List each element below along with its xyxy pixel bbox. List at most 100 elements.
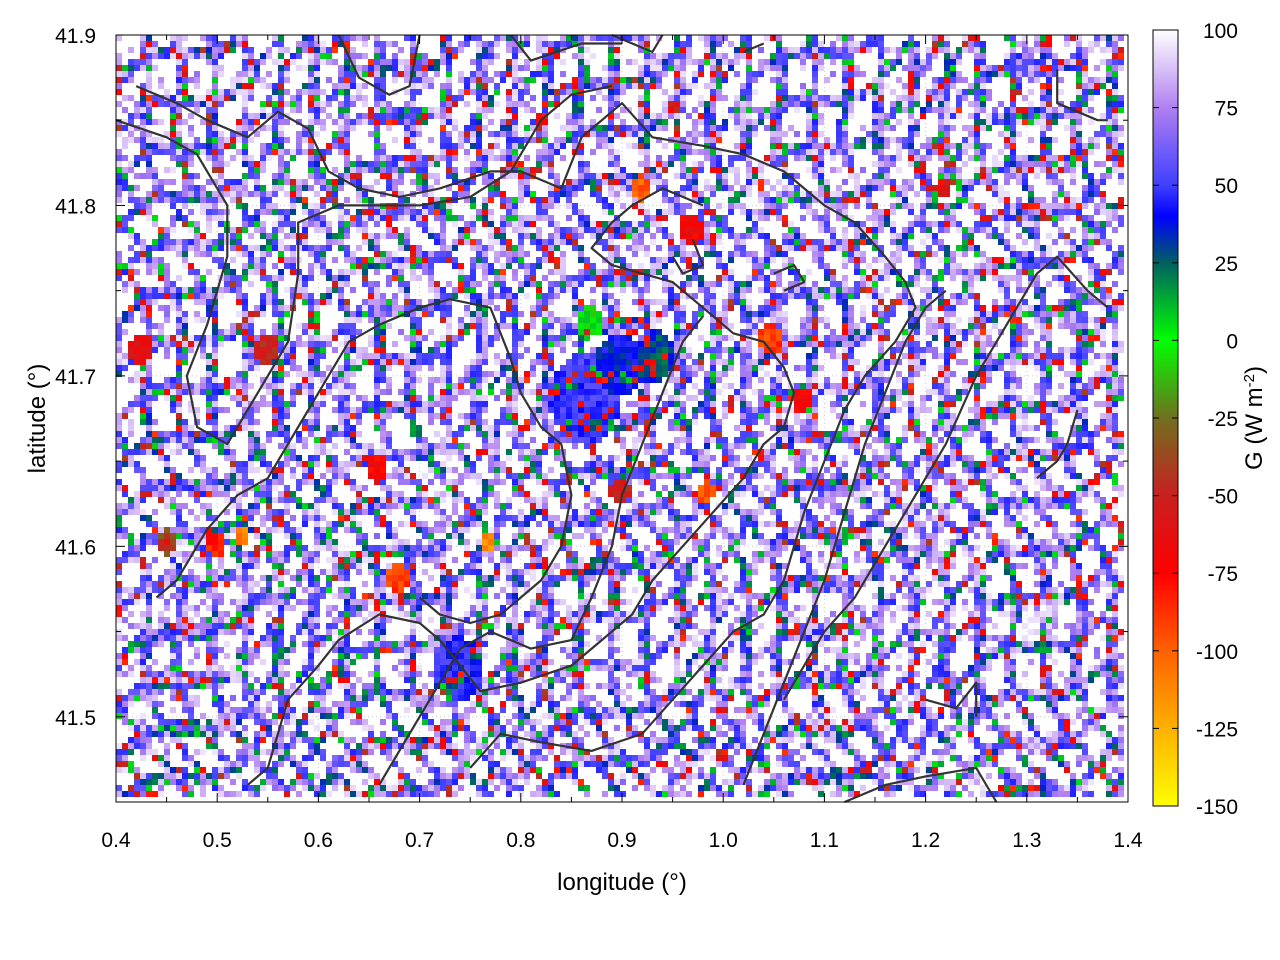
heat-cell (182, 71, 188, 77)
heat-cell (542, 299, 548, 305)
heat-cell (794, 107, 800, 113)
heat-cell (440, 197, 446, 203)
heat-cell (1106, 155, 1112, 161)
heat-cell (524, 185, 530, 191)
heat-cell (542, 83, 548, 89)
heat-cell (512, 221, 518, 227)
heat-cell (1028, 89, 1034, 95)
heat-cell (644, 125, 650, 131)
heat-cell (1106, 137, 1112, 143)
heat-cell (638, 77, 644, 83)
heat-cell (938, 299, 944, 305)
heat-cell (740, 125, 746, 131)
heat-cell (1112, 299, 1118, 305)
heat-cell (740, 311, 746, 317)
heat-cell (860, 257, 866, 263)
heat-cell (434, 305, 440, 311)
heat-cell (974, 209, 980, 215)
heat-cell (974, 119, 980, 125)
heat-cell (686, 227, 692, 233)
heat-cell (1022, 299, 1028, 305)
heat-cell (128, 113, 134, 119)
heat-cell (302, 149, 308, 155)
heat-cell (1022, 185, 1028, 191)
heat-cell (878, 161, 884, 167)
heat-cell (176, 71, 182, 77)
heat-cell (1034, 233, 1040, 239)
heat-cell (1088, 287, 1094, 293)
heat-cell (308, 149, 314, 155)
heat-cell (644, 41, 650, 47)
heat-cell (686, 173, 692, 179)
heat-cell (746, 251, 752, 257)
heat-cell (386, 107, 392, 113)
heat-cell (992, 227, 998, 233)
heat-cell (224, 185, 230, 191)
heat-cell (644, 95, 650, 101)
heat-cell (548, 191, 554, 197)
heat-cell (590, 269, 596, 275)
heat-cell (998, 311, 1004, 317)
heat-cell (476, 245, 482, 251)
heat-cell (638, 65, 644, 71)
heat-cell (518, 257, 524, 263)
heat-cell (176, 77, 182, 83)
heat-cell (500, 155, 506, 161)
heat-cell (320, 125, 326, 131)
heat-cell (404, 155, 410, 161)
heat-cell (368, 209, 374, 215)
heat-cell (530, 95, 536, 101)
heat-cell (704, 131, 710, 137)
heat-cell (1016, 305, 1022, 311)
heat-cell (152, 245, 158, 251)
heat-cell (698, 209, 704, 215)
heat-cell (248, 311, 254, 317)
heat-cell (512, 41, 518, 47)
heat-cell (644, 161, 650, 167)
heat-cell (122, 155, 128, 161)
heat-cell (494, 269, 500, 275)
heat-cell (416, 89, 422, 95)
heat-cell (470, 293, 476, 299)
heat-cell (1064, 215, 1070, 221)
heat-cell (152, 191, 158, 197)
heat-cell (1076, 137, 1082, 143)
heat-cell (410, 179, 416, 185)
heat-cell (602, 269, 608, 275)
heat-cell (542, 293, 548, 299)
heat-cell (338, 275, 344, 281)
heat-cell (962, 95, 968, 101)
heat-cell (470, 119, 476, 125)
heat-cell (260, 293, 266, 299)
heat-cell (698, 131, 704, 137)
heat-cell (1028, 215, 1034, 221)
heat-cell (542, 35, 548, 41)
heat-cell (848, 293, 854, 299)
heat-cell (524, 89, 530, 95)
heat-cell (644, 227, 650, 233)
heat-cell (218, 89, 224, 95)
heat-cell (500, 251, 506, 257)
heat-cell (770, 53, 776, 59)
heat-cell (710, 77, 716, 83)
heat-cell (1016, 257, 1022, 263)
heat-cell (146, 41, 152, 47)
heat-cell (128, 281, 134, 287)
heat-cell (548, 173, 554, 179)
heat-cell (314, 299, 320, 305)
heat-cell (320, 257, 326, 263)
heat-cell (1100, 173, 1106, 179)
heat-cell (884, 287, 890, 293)
heat-cell (740, 149, 746, 155)
heat-cell (338, 89, 344, 95)
heat-cell (260, 125, 266, 131)
heat-cell (950, 71, 956, 77)
heat-cell (584, 215, 590, 221)
heat-cell (836, 239, 842, 245)
heat-cell (464, 197, 470, 203)
heat-cell (464, 77, 470, 83)
heat-cell (812, 245, 818, 251)
heat-cell (158, 245, 164, 251)
heat-cell (1028, 65, 1034, 71)
heat-cell (380, 251, 386, 257)
